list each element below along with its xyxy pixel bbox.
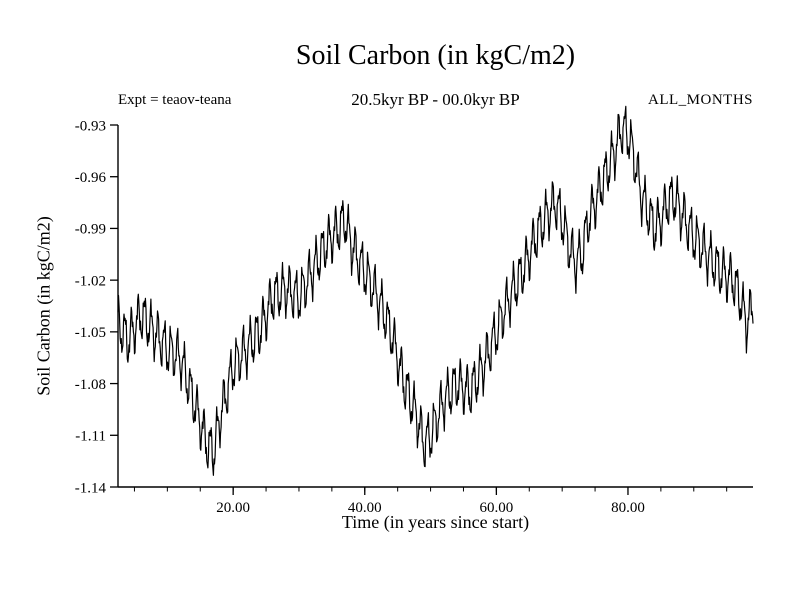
x-tick-label: 60.00 (479, 500, 513, 516)
y-tick-label: -1.11 (75, 429, 106, 445)
experiment-annotation: Expt = teaov-teana (118, 92, 232, 108)
y-tick-label: -1.02 (75, 273, 106, 289)
x-axis-label: Time (in years since start) (341, 512, 530, 532)
x-tick-label: 40.00 (348, 500, 382, 516)
y-tick-label: -0.99 (75, 222, 106, 238)
y-tick-label: -1.14 (75, 480, 107, 496)
x-tick-label: 20.00 (216, 500, 250, 516)
y-tick-label: -0.96 (75, 170, 107, 186)
chart-subtitle: 20.5kyr BP - 00.0kyr BP (351, 90, 520, 109)
y-tick-label: -0.93 (75, 118, 106, 134)
x-tick-label: 80.00 (611, 500, 645, 516)
soil-carbon-line (117, 105, 754, 476)
y-tick-label: -1.05 (75, 325, 106, 341)
y-tick-label: -1.08 (75, 377, 106, 393)
chart-title: Soil Carbon (in kgC/m2) (295, 40, 576, 71)
months-annotation: ALL_MONTHS (648, 92, 753, 108)
